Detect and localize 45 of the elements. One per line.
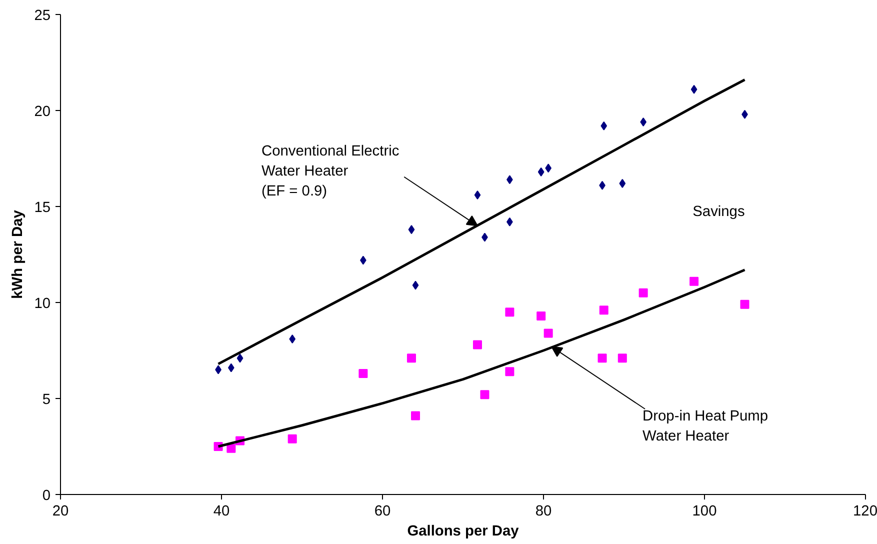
point xyxy=(638,288,648,298)
x-tick-label: 20 xyxy=(52,504,69,520)
y-tick-label: 15 xyxy=(34,200,51,216)
point xyxy=(412,280,419,290)
point xyxy=(598,354,607,363)
y-tick-label: 5 xyxy=(42,392,51,408)
y-tick-label: 10 xyxy=(34,296,51,312)
annotation: Conventional Electric Water Heater (EF = 0.9) xyxy=(261,144,400,200)
point xyxy=(740,300,750,309)
y-tick-label: 20 xyxy=(34,104,51,120)
point xyxy=(600,121,608,130)
point xyxy=(599,306,608,315)
x-tick-label: 100 xyxy=(692,504,717,520)
x-axis-title: Gallons per Day xyxy=(407,524,520,540)
point xyxy=(538,167,544,176)
point xyxy=(358,369,368,378)
point xyxy=(228,363,234,372)
point xyxy=(544,328,553,338)
line-series xyxy=(217,78,746,366)
point xyxy=(474,190,481,200)
point xyxy=(690,84,698,94)
point xyxy=(619,178,626,188)
point xyxy=(480,390,490,400)
x-tick-label: 60 xyxy=(374,504,391,520)
point xyxy=(505,367,514,376)
annotation: Savings xyxy=(692,204,745,220)
point xyxy=(536,311,546,320)
point xyxy=(472,340,482,350)
y-tick-label: 25 xyxy=(34,8,51,24)
annotation: Drop-in Heat Pump Water Heater xyxy=(642,408,768,445)
y-tick-label: 0 xyxy=(42,488,51,504)
y-axis-title: kWh per Day xyxy=(10,209,26,299)
point xyxy=(505,308,514,317)
x-tick-label: 40 xyxy=(213,504,230,520)
point xyxy=(690,276,699,286)
x-tick-label: 120 xyxy=(853,504,877,520)
point xyxy=(408,225,415,234)
point xyxy=(226,444,236,453)
point xyxy=(289,334,296,344)
point xyxy=(288,434,297,444)
point xyxy=(618,354,627,363)
x-tick-label: 80 xyxy=(535,504,552,520)
point xyxy=(411,411,420,420)
point xyxy=(406,354,416,363)
point xyxy=(236,354,244,363)
